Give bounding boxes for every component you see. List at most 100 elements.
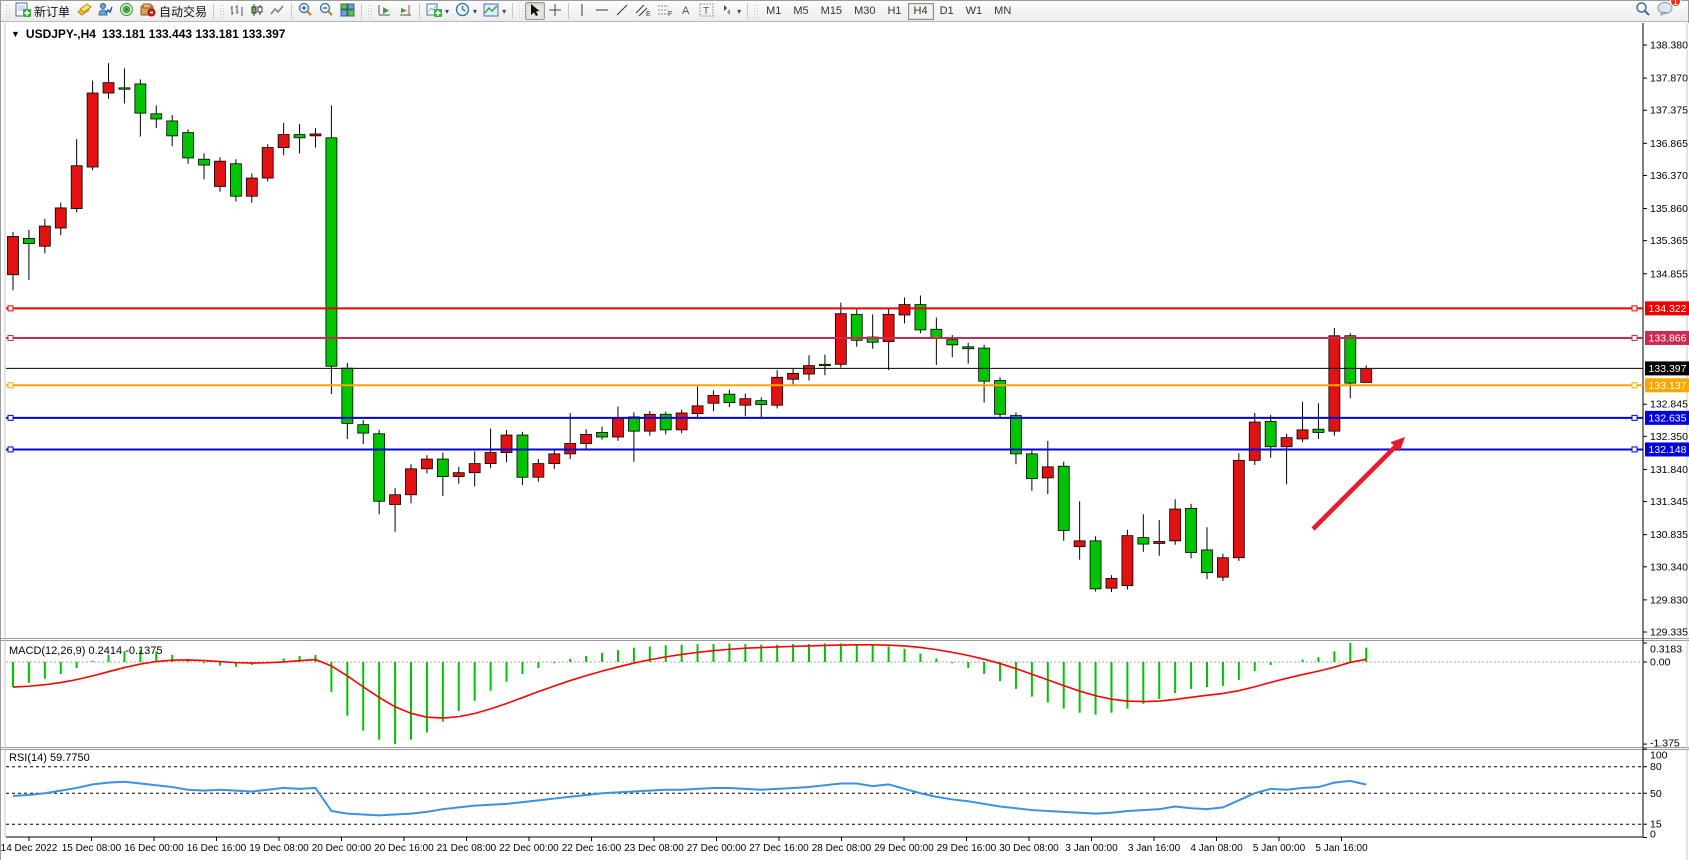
candle-body	[214, 160, 226, 187]
candle-body	[118, 87, 131, 90]
candle-body	[1328, 335, 1341, 432]
candles	[7, 63, 1373, 593]
candle-body	[86, 92, 99, 168]
bar-chart-mode-button[interactable]	[226, 2, 247, 20]
channel-tool-button[interactable]: E	[632, 2, 654, 20]
candle-body	[755, 400, 768, 405]
template-button[interactable]: ▾	[480, 2, 509, 20]
timeframe-button-h4[interactable]: H4	[907, 2, 934, 20]
price-tick-label: 132.845	[1650, 399, 1688, 411]
chart-window[interactable]: 138.380 137.870 137.375 136.865 136.370 135.8…	[1, 23, 1689, 860]
candle-body	[1248, 421, 1261, 461]
candle-body	[373, 433, 386, 502]
line-chart-mode-button[interactable]	[267, 2, 288, 20]
time-tick-label: 19 Dec 08:00	[249, 843, 309, 854]
candle-body	[1280, 437, 1293, 448]
auto-trading-label: 自动交易	[159, 4, 208, 19]
navigator-button[interactable]	[116, 2, 137, 20]
candle-body	[1010, 415, 1022, 455]
fibonacci-tool-button[interactable]: F	[654, 2, 676, 20]
candle-body	[691, 405, 704, 415]
time-tick-label: 28 Dec 08:00	[812, 843, 872, 854]
chart-shift-button[interactable]	[395, 2, 416, 20]
timeframe-button-m30[interactable]: M30	[854, 5, 876, 17]
rsi-axis-label: 0	[1650, 829, 1656, 841]
toolbar-grip[interactable]	[518, 4, 524, 18]
chat-icon[interactable]: 1	[1657, 0, 1681, 21]
timeframe-button-w1[interactable]: W1	[965, 5, 983, 17]
candle-body	[357, 424, 370, 434]
timeframe-button-mn[interactable]: MN	[994, 5, 1012, 17]
auto-scroll-icon	[377, 3, 392, 20]
search-icon[interactable]	[1635, 1, 1651, 22]
toolbar-grip[interactable]	[219, 4, 225, 18]
market-watch-button[interactable]	[95, 2, 116, 20]
candle-body	[38, 225, 51, 247]
price-chart-canvas[interactable]: 138.380 137.870 137.375 136.865 136.370 135.8…	[1, 23, 1689, 860]
channel-icon: E	[635, 3, 651, 20]
time-tick-label: 29 Dec 16:00	[937, 843, 997, 854]
auto-scroll-button[interactable]	[374, 2, 395, 20]
price-axis: 138.380 137.870 137.375 136.865 136.370 135.8…	[1643, 40, 1688, 639]
level-line-handle	[7, 446, 14, 453]
rsi-axis-label: 100	[1650, 750, 1668, 762]
vertical-line-icon	[578, 3, 586, 20]
new-order-label: 新订单	[34, 4, 71, 19]
level-price-badge	[1645, 378, 1689, 393]
candle-body	[771, 376, 784, 406]
trend-arrow-annotation	[1311, 437, 1405, 531]
timeframe-button-m15[interactable]: M15	[820, 5, 843, 17]
new-order-button[interactable]: 新订单	[12, 2, 73, 20]
toolbar-grip[interactable]	[5, 4, 10, 18]
trendline-tool-button[interactable]	[612, 2, 632, 20]
price-tick-label: 136.865	[1650, 138, 1688, 150]
toolbar-grip[interactable]	[753, 4, 759, 18]
timeframe-button-m5[interactable]: M5	[793, 5, 809, 17]
candle-body	[532, 463, 545, 478]
vertical-line-tool-button[interactable]	[572, 2, 592, 20]
notification-badge: 1	[1669, 0, 1681, 7]
chevron-down-icon[interactable]: ▼	[11, 29, 20, 39]
cursor-icon	[529, 3, 541, 20]
text-tool-button[interactable]: A	[676, 2, 696, 20]
timeframe-button-m1[interactable]: M1	[766, 5, 782, 17]
zoom-in-button[interactable]	[295, 2, 316, 20]
new-order-icon	[15, 2, 31, 20]
toolbar-grip[interactable]	[367, 4, 373, 18]
price-tick-label: 130.340	[1650, 561, 1688, 573]
candle-body	[612, 417, 624, 438]
crosshair-icon	[548, 3, 562, 20]
horizontal-line-tool-button[interactable]	[592, 2, 612, 20]
candle-body	[436, 458, 449, 477]
text-label-tool-button[interactable]: T	[696, 2, 717, 20]
candlestick-mode-button[interactable]	[247, 2, 267, 20]
auto-trading-button[interactable]: 自动交易	[137, 2, 210, 20]
timeframe-button-d1[interactable]: D1	[939, 5, 954, 17]
price-tick-label: 138.380	[1650, 40, 1688, 52]
rsi-axis-label: 80	[1650, 761, 1662, 773]
candle-body	[245, 177, 258, 197]
crosshair-tool-button[interactable]	[545, 2, 565, 20]
tile-windows-button[interactable]	[337, 2, 358, 20]
new-chart-button[interactable]: ▾	[423, 2, 452, 20]
quotes-button[interactable]	[73, 2, 95, 20]
candle-body	[500, 434, 513, 453]
candle-body	[882, 313, 895, 342]
cursor-tool-button[interactable]	[525, 2, 546, 20]
level-line-handle	[7, 382, 14, 389]
toolbar-separator	[213, 3, 215, 19]
timeframe-button-h1[interactable]: H1	[887, 5, 902, 17]
time-tick-label: 27 Dec 00:00	[687, 843, 747, 854]
price-tick-label: 137.870	[1650, 73, 1688, 85]
zoom-out-button[interactable]	[316, 2, 337, 20]
period-button[interactable]: ▾	[452, 2, 480, 20]
arrows-tool-button[interactable]: ▾	[717, 2, 744, 20]
level-line-handle	[1631, 446, 1638, 453]
candle-body	[659, 413, 672, 431]
level-line-handle	[7, 414, 14, 421]
macd-indicator-label: MACD(12,26,9) 0.2414 -0.1375	[9, 645, 163, 657]
candle-body	[484, 452, 497, 465]
bid-price-badge	[1645, 361, 1689, 376]
svg-text:F: F	[668, 11, 672, 17]
candle-body	[405, 468, 417, 496]
